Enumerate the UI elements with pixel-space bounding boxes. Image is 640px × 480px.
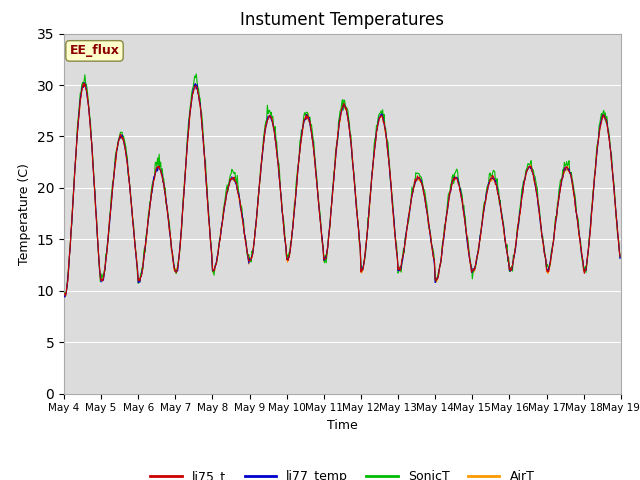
Legend: li75_t, li77_temp, SonicT, AirT: li75_t, li77_temp, SonicT, AirT <box>145 465 540 480</box>
Text: EE_flux: EE_flux <box>70 44 120 58</box>
Title: Instument Temperatures: Instument Temperatures <box>241 11 444 29</box>
Y-axis label: Temperature (C): Temperature (C) <box>18 163 31 264</box>
X-axis label: Time: Time <box>327 419 358 432</box>
